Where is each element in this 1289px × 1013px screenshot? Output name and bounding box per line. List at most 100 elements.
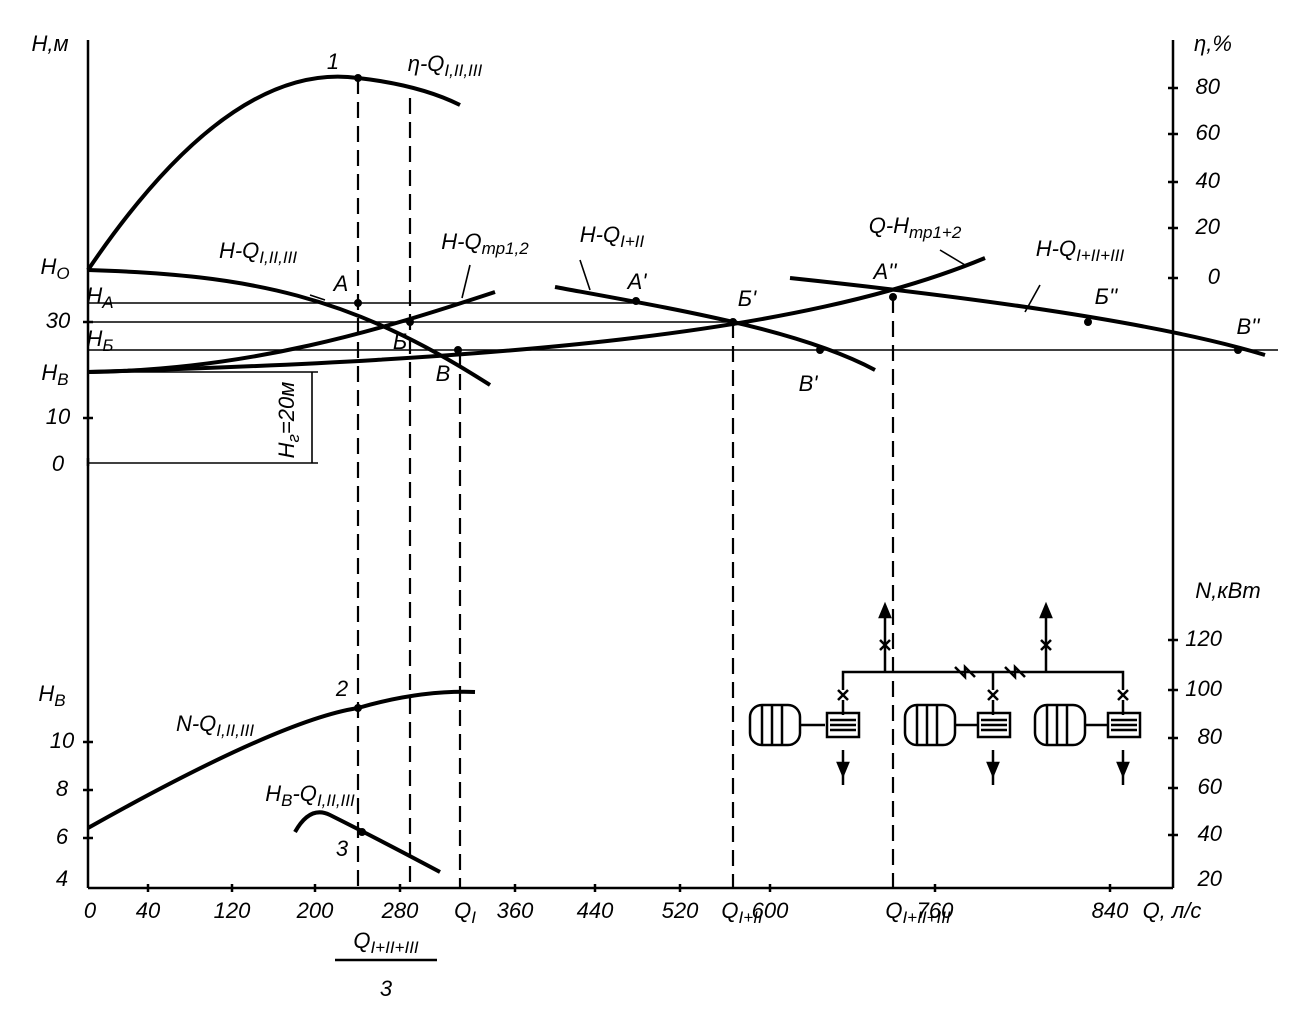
text-part: H [38,681,54,706]
axis-title: N,кВт [1195,578,1260,603]
point-label: Б [393,329,407,354]
subscript: тр1,2 [482,239,530,258]
axis-title: HB [38,681,65,711]
text-part: H [40,254,56,279]
y-tick-label: 8 [56,776,69,801]
y-tick-label: 6 [56,824,69,849]
y-tick-label: 10 [46,404,71,429]
y-tick-label: 30 [46,308,71,333]
text-part: Q [353,928,370,953]
y2-tick-label: 60 [1196,120,1221,145]
point-label: B [436,361,451,386]
text-part: Q-H [869,213,909,238]
x-tick-label: 760 [917,898,954,923]
static-head: Hг=20м [274,382,304,459]
point-label: Б'' [1095,284,1119,309]
curve-label: Q-Hтр1+2 [869,213,962,243]
subscript: г [284,434,303,442]
point-label: 3 [336,836,349,861]
axis-title: η,% [1194,31,1232,56]
text-part: H-Q [580,222,620,247]
point-label: A'' [871,259,897,284]
x-tick-label: 520 [662,898,699,923]
subscript: I,II,III [444,61,482,80]
fraction-denominator: 3 [380,976,393,1001]
y2-tick-label: 80 [1198,724,1223,749]
head-level: HB [41,360,68,390]
y2-tick-label: 40 [1196,168,1221,193]
curve-label: H-QI+II+III [1036,236,1125,266]
y-tick-label: 0 [52,451,65,476]
curve-label: H-QI+II [580,222,645,252]
text-part: H-Q [441,229,481,254]
point-label: B' [799,371,819,396]
curve-label: HB-QI,II,III [265,781,355,811]
subscript: I,II,III [216,721,254,740]
x-tick-label: 280 [381,898,419,923]
x-tick-label: 440 [577,898,614,923]
subscript: A [101,293,113,312]
text-part: Q [721,898,738,923]
axes [83,40,1178,892]
point-label: Б' [738,286,757,311]
curve-label: H-Qтр1,2 [441,229,529,259]
y2-tick-label: 0 [1208,264,1221,289]
curve-label: H-QI,II,III [219,238,297,268]
axis-title: H,м [31,31,68,56]
point-label: A' [626,269,648,294]
subscript: I+II+III [1076,246,1124,265]
y2-tick-label: 60 [1198,774,1223,799]
subscript: B [281,791,292,810]
head-level: HA [86,283,113,313]
text-part: H [265,781,281,806]
x-tick-label: 120 [214,898,251,923]
point-label: B'' [1236,314,1260,339]
text-part: η-Q [408,51,445,76]
subscript: B [57,370,68,389]
subscript: Б [102,336,113,355]
head-level: HO [40,254,69,284]
y2-tick-label: 40 [1198,821,1223,846]
fraction-numerator: QI+II+III [353,928,419,958]
y-tick-label: 10 [50,728,75,753]
text-part: Q [454,898,471,923]
y2-tick-label: 120 [1185,626,1222,651]
point-label: A [332,271,349,296]
subscript: O [56,264,69,283]
text-part: H-Q [1036,236,1076,261]
x-axis-title: Q, л/с [1143,898,1202,923]
subscript: I [471,908,476,927]
y2-tick-label: 80 [1196,74,1221,99]
flow-mark: QI+II+III [885,898,951,928]
subscript: B [54,691,65,710]
y2-tick-label: 20 [1195,214,1221,239]
subscript: I+II+III [902,908,950,927]
text-part: H [87,326,103,351]
point-label: 2 [335,676,348,701]
curve-label: η-QI,II,III [408,51,483,81]
curve-label: N-QI,II,III [176,711,254,741]
text-part: H [274,442,299,458]
subscript: тр1+2 [909,223,962,242]
pump-scheme [748,601,1142,785]
text-part: N-Q [176,711,216,736]
subscript: I+II [620,232,644,251]
x-tick-label: 0 [84,898,97,923]
x-tick-label: 600 [752,898,789,923]
y2-tick-label: 100 [1185,676,1222,701]
head-level: HБ [87,326,114,356]
subscript: I,II,III [317,791,355,810]
x-tick-label: 40 [136,898,161,923]
text-part: H-Q [219,238,259,263]
subscript: I,II,III [259,248,297,267]
text-part: H [86,283,102,308]
x-tick-label: 840 [1092,898,1129,923]
flow-mark: QI [454,898,476,928]
flow-mark: QI+II [721,898,762,928]
subscript: I+II+III [370,938,418,957]
text-part: -Q [292,781,316,806]
x-tick-label: 200 [296,898,334,923]
text-part: H [41,360,57,385]
text-part: =20м [274,382,299,434]
